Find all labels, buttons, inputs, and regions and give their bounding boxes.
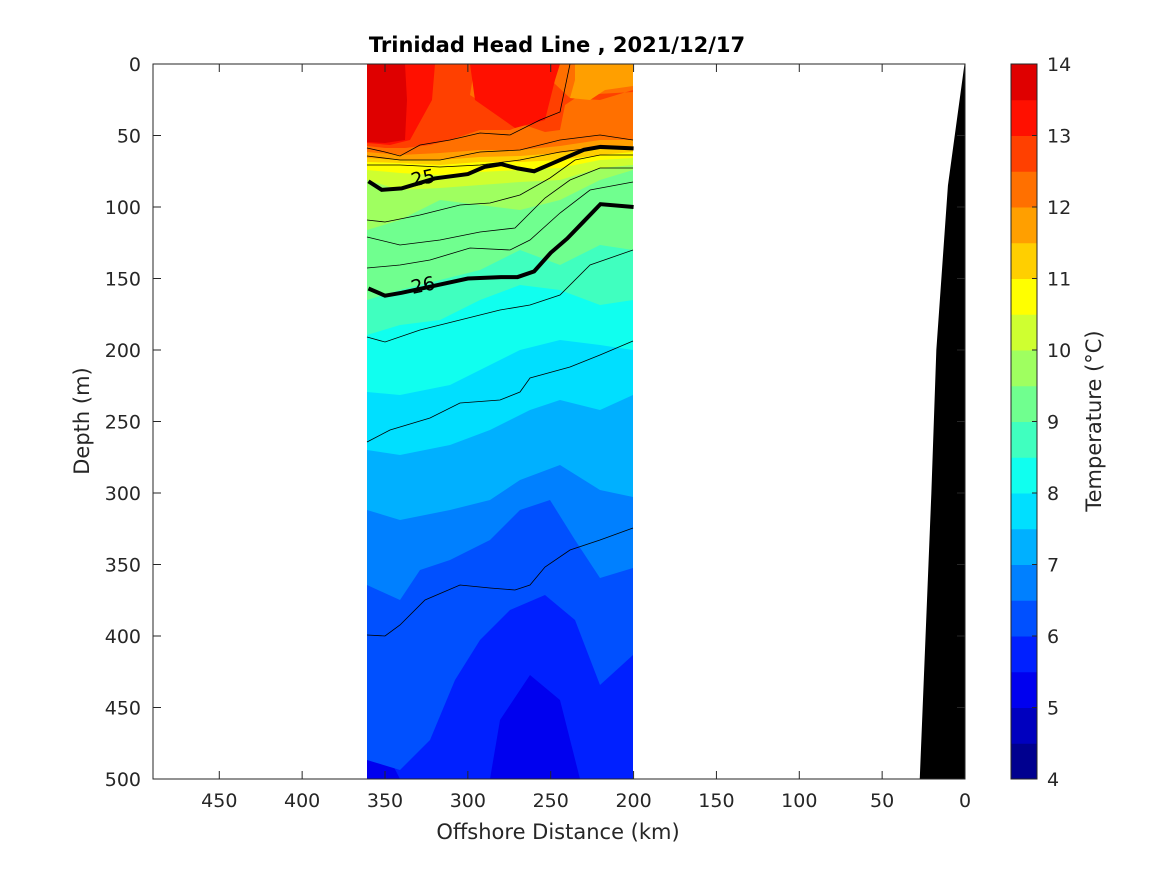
labeled-density-contours: 25 26 (367, 144, 634, 299)
colorbar-segment (1011, 564, 1037, 601)
y-tick-label: 50 (117, 126, 141, 148)
density-contour-26 (367, 202, 634, 298)
x-tick-label: 400 (284, 790, 320, 812)
x-tick-label: 250 (533, 790, 569, 812)
colorbar-segment (1011, 99, 1037, 136)
x-tick-label: 450 (201, 790, 237, 812)
x-tick-label: 100 (781, 790, 817, 812)
colorbar-segment (1011, 457, 1037, 494)
colorbar-segment (1011, 528, 1037, 565)
colorbar-tick-label: 14 (1047, 54, 1071, 76)
y-tick-label: 200 (105, 340, 141, 362)
density-contour-25 (367, 144, 634, 192)
colorbar-segment (1011, 171, 1037, 208)
y-tick-label: 250 (105, 412, 141, 434)
colorbar-segment (1011, 278, 1037, 315)
x-tick-label: 50 (870, 790, 894, 812)
chart-title: Trinidad Head Line , 2021/12/17 (369, 33, 745, 57)
isoline (366, 154, 633, 223)
isoline (366, 64, 571, 157)
density-contour-label: 26 (409, 272, 437, 299)
colorbar-tick-label: 13 (1047, 126, 1071, 148)
x-axis-title: Offshore Distance (km) (436, 820, 679, 844)
colorbar-tick-label: 10 (1047, 340, 1071, 362)
colorbar-tick-label: 7 (1047, 555, 1059, 577)
x-tick-label: 300 (450, 790, 486, 812)
isoline (366, 249, 634, 343)
density-contour-label: 25 (409, 165, 437, 192)
temperature-colorbar: 4 5 6 7 8 9 10 11 12 13 14 (1010, 54, 1071, 791)
colorbar-segment (1011, 493, 1037, 530)
colorbar-tick-label: 9 (1047, 412, 1059, 434)
colorbar-segment (1011, 314, 1037, 351)
x-tick-label: 350 (367, 790, 403, 812)
colorbar-segment (1011, 636, 1037, 673)
colorbar-segment (1011, 64, 1037, 101)
y-tick-label: 350 (105, 555, 141, 577)
colorbar-segment (1011, 350, 1037, 387)
colorbar-segment (1011, 207, 1037, 244)
colorbar-tick-label: 12 (1047, 197, 1071, 219)
x-axis: 450 400 350 300 250 200 150 100 50 0 (201, 64, 971, 812)
colorbar-tick-label: 8 (1047, 483, 1059, 505)
y-tick-label: 500 (105, 769, 141, 791)
y-tick-label: 400 (105, 626, 141, 648)
band-13-13.5 (367, 64, 560, 145)
x-tick-label: 150 (698, 790, 734, 812)
colorbar-tick-label: 5 (1047, 698, 1059, 720)
isoline (366, 167, 633, 246)
y-tick-label: 450 (105, 698, 141, 720)
band-12.5-13 (367, 64, 633, 148)
colorbar-tick-label: 6 (1047, 626, 1059, 648)
y-axis-title: Depth (m) (70, 367, 94, 474)
y-tick-label: 300 (105, 483, 141, 505)
colorbar-segment (1011, 135, 1037, 172)
y-tick-label: 100 (105, 197, 141, 219)
y-axis: 0 50 100 150 200 250 300 350 400 450 500 (105, 54, 965, 791)
colorbar-segment (1011, 600, 1037, 637)
y-tick-label: 150 (105, 269, 141, 291)
colorbar-segment (1011, 421, 1037, 458)
colorbar-segment (1011, 671, 1037, 708)
band-13.5-14 (367, 64, 407, 143)
y-tick-label: 0 (129, 54, 141, 76)
isoline (366, 527, 634, 637)
colorbar-segment (1011, 707, 1037, 744)
x-tick-label: 0 (959, 790, 971, 812)
colorbar-segment (1011, 385, 1037, 422)
x-tick-label: 200 (615, 790, 651, 812)
temperature-section-plot: 25 26 (366, 64, 965, 779)
isoline (366, 181, 634, 269)
isoline (366, 134, 634, 161)
colorbar-segment (1011, 242, 1037, 279)
band-12.5-13-right (570, 64, 633, 100)
colorbar-title: Temperature (°C) (1082, 330, 1106, 512)
isoline (366, 340, 634, 443)
colorbar-tick-label: 11 (1047, 269, 1071, 291)
colorbar-tick-label: 4 (1047, 769, 1059, 791)
colorbar-segment (1011, 743, 1037, 780)
temperature-bands (367, 64, 633, 779)
seafloor-bathymetry (919, 64, 965, 779)
